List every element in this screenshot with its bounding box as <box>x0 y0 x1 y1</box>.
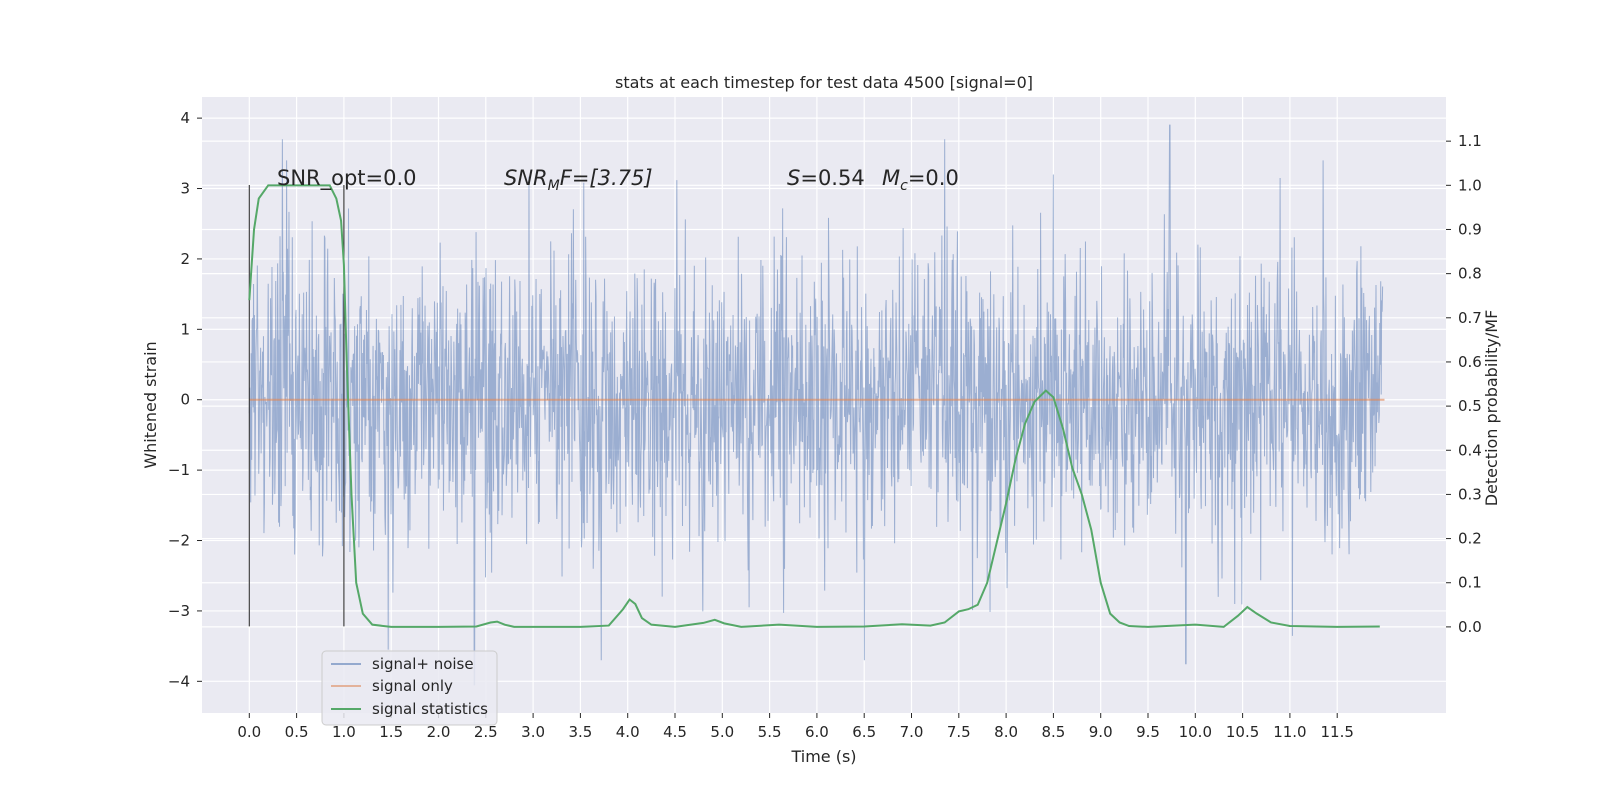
x-tick-label-8: 4.0 <box>616 723 640 741</box>
series-signal-statistics <box>248 184 1380 628</box>
y-right-tick-label-4: 0.7 <box>1458 309 1482 327</box>
annotation-mc-subscript: c <box>900 178 908 194</box>
x-tick-label-9: 4.5 <box>663 723 687 741</box>
y-left-tick-label-1: 3 <box>180 180 190 198</box>
signal-noise-trace <box>248 124 1384 686</box>
y-axis-left-label: Whitened strain <box>141 341 160 468</box>
annotation-snr-mf: SNRMF=[3.75] <box>504 166 653 194</box>
annotation-snr-opt: SNR_opt=0.0 <box>277 166 417 191</box>
y-left-tick-label-2: 2 <box>180 250 190 268</box>
y-right-tick-label-3: 0.8 <box>1458 265 1482 283</box>
x-tick-label-22: 11.0 <box>1273 723 1306 741</box>
x-tick-label-6: 3.0 <box>521 723 545 741</box>
x-tick-label-23: 11.5 <box>1321 723 1354 741</box>
y-left-tick-label-3: 1 <box>180 320 190 338</box>
x-axis-label: Time (s) <box>790 747 856 766</box>
x-tick-label-21: 10.5 <box>1226 723 1259 741</box>
legend: signal+ noise signal only signal statist… <box>321 650 498 726</box>
legend-label-signal-only: signal only <box>372 677 453 695</box>
legend-label-signal-statistics: signal statistics <box>372 700 488 718</box>
legend-box <box>321 650 498 726</box>
y-left-axis-ticks: 4 3 2 1 0 −1 −2 −3 −4 <box>168 109 202 690</box>
x-tick-label-7: 3.5 <box>568 723 592 741</box>
x-tick-label-14: 7.0 <box>900 723 924 741</box>
annotation-snr-mf-symbol: SNR <box>504 166 548 190</box>
x-tick-label-17: 8.5 <box>1041 723 1065 741</box>
y-right-tick-label-10: 0.1 <box>1458 574 1482 592</box>
y-left-tick-label-7: −3 <box>168 602 190 620</box>
annotation-snr-mf-value: F=[3.75] <box>560 166 653 190</box>
signal-statistics-line <box>248 184 1380 628</box>
y-left-tick-label-4: 0 <box>180 391 190 409</box>
annotation-mc-value: =0.0 <box>908 166 959 190</box>
y-axis-right-label: Detection probability/MF <box>1482 310 1501 507</box>
x-tick-label-15: 7.5 <box>947 723 971 741</box>
y-right-axis-ticks: 1.1 1.0 0.9 0.8 0.7 0.6 0.5 0.4 0.3 0.2 0.1 0.0 <box>1446 132 1482 636</box>
annotation-mc: Mc=0.0 <box>882 166 959 194</box>
x-tick-label-19: 9.5 <box>1136 723 1160 741</box>
legend-label-signal-noise: signal+ noise <box>372 655 474 673</box>
y-right-tick-label-2: 0.9 <box>1458 220 1482 238</box>
y-right-tick-label-9: 0.2 <box>1458 530 1482 548</box>
x-tick-label-3: 1.5 <box>379 723 403 741</box>
x-tick-label-12: 6.0 <box>805 723 829 741</box>
y-left-tick-label-0: 4 <box>180 109 190 127</box>
x-tick-label-1: 0.5 <box>285 723 309 741</box>
y-right-tick-label-0: 1.1 <box>1458 132 1482 150</box>
y-right-tick-label-11: 0.0 <box>1458 618 1482 636</box>
chart-title: stats at each timestep for test data 450… <box>615 73 1033 92</box>
x-axis-ticks: 0.0 0.5 1.0 1.5 2.0 2.5 3.0 3.5 4.0 4.5 5.0 5.5 6.0 6… <box>237 713 1354 741</box>
annotation-s: S=0.54 <box>787 166 865 190</box>
y-right-tick-label-1: 1.0 <box>1458 176 1482 194</box>
x-tick-label-20: 10.0 <box>1179 723 1212 741</box>
x-tick-label-4: 2.0 <box>427 723 451 741</box>
x-tick-label-16: 8.0 <box>994 723 1018 741</box>
x-tick-label-11: 5.5 <box>758 723 782 741</box>
annotation-snr-mf-subscript: M <box>548 178 560 194</box>
y-left-tick-label-6: −2 <box>168 532 190 550</box>
y-right-tick-label-8: 0.3 <box>1458 485 1482 503</box>
x-tick-label-5: 2.5 <box>474 723 498 741</box>
series-signal-noise <box>248 124 1384 686</box>
y-right-tick-label-7: 0.4 <box>1458 441 1482 459</box>
annotation-s-value: =0.54 <box>800 166 864 190</box>
y-left-tick-label-5: −1 <box>168 461 190 479</box>
annotation-mc-symbol: M <box>882 166 900 190</box>
annotation-s-symbol: S <box>787 166 800 190</box>
x-tick-label-18: 9.0 <box>1089 723 1113 741</box>
y-left-tick-label-8: −4 <box>168 672 190 690</box>
y-right-tick-label-6: 0.5 <box>1458 397 1482 415</box>
x-tick-label-2: 1.0 <box>332 723 356 741</box>
y-right-tick-label-5: 0.6 <box>1458 353 1482 371</box>
x-tick-label-0: 0.0 <box>237 723 261 741</box>
x-tick-label-13: 6.5 <box>852 723 876 741</box>
x-tick-label-10: 5.0 <box>710 723 734 741</box>
